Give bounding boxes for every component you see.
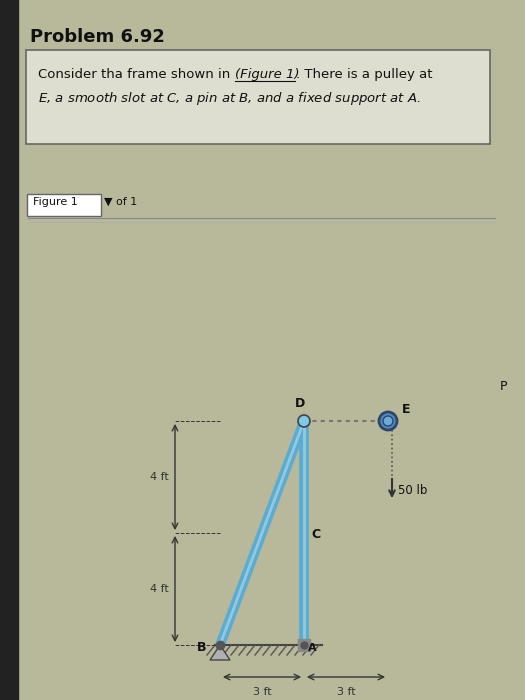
Text: P: P (500, 380, 508, 393)
Circle shape (298, 415, 310, 427)
Text: $E$, a smooth slot at $C$, a pin at $B$, and a fixed support at $A$.: $E$, a smooth slot at $C$, a pin at $B$,… (38, 90, 421, 107)
Text: 4 ft: 4 ft (150, 472, 169, 482)
Polygon shape (210, 645, 230, 660)
Text: E: E (402, 403, 411, 416)
Text: 3 ft: 3 ft (337, 687, 355, 697)
Text: Figure 1: Figure 1 (33, 197, 78, 207)
Text: Problem 6.92: Problem 6.92 (30, 28, 165, 46)
Text: 3 ft: 3 ft (253, 687, 271, 697)
Text: Consider tha frame shown in: Consider tha frame shown in (38, 68, 235, 81)
Text: (Figure 1): (Figure 1) (235, 68, 299, 81)
Circle shape (379, 412, 397, 430)
Bar (0, 0, 18, 700)
Text: A: A (308, 643, 317, 653)
Text: 50 lb: 50 lb (398, 484, 427, 498)
Text: ▼ of 1: ▼ of 1 (104, 197, 137, 207)
Text: D: D (295, 397, 305, 410)
FancyBboxPatch shape (27, 194, 101, 216)
FancyBboxPatch shape (26, 50, 490, 144)
Text: B: B (196, 641, 206, 654)
Text: . There is a pulley at: . There is a pulley at (296, 68, 433, 81)
Text: C: C (311, 528, 320, 541)
Circle shape (383, 416, 393, 426)
Text: 4 ft: 4 ft (150, 584, 169, 594)
